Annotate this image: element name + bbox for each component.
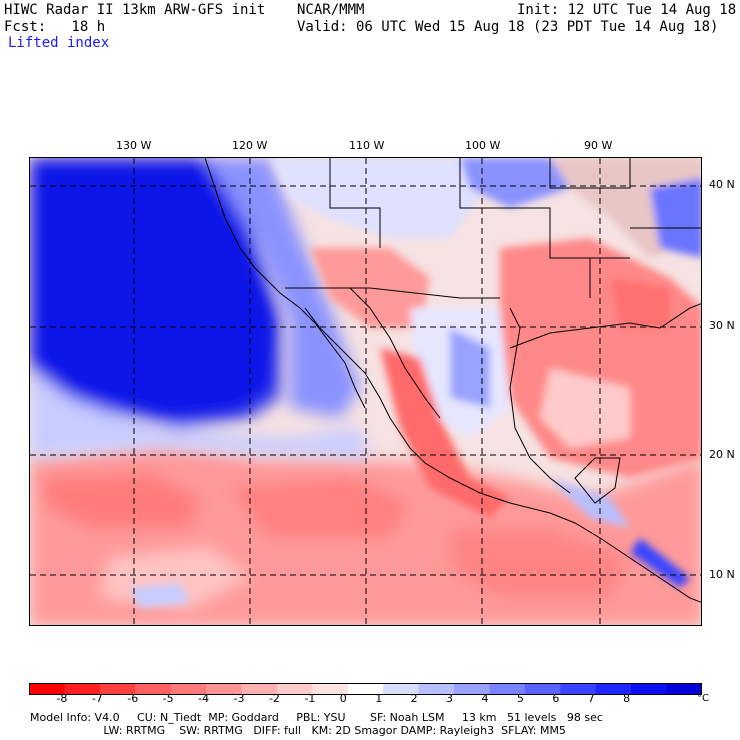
lon-label-90w: 90 W [584,139,613,152]
colorbar-swatch [631,683,668,695]
colorbar-swatch [312,683,349,695]
colorbar-swatch [418,683,455,695]
colorbar-tick-label: 2 [410,692,418,705]
colorbar-tick-label: -5 [162,692,174,705]
colorbar-swatch [170,683,207,695]
colorbar-swatch [383,683,420,695]
colorbar-unit: °C [697,693,709,704]
colorbar-tick-label: -2 [268,692,280,705]
field-name: Lifted index [8,35,110,51]
model-info-line-2: LW: RRTMG SW: RRTMG DIFF: full KM: 2D Sm… [30,724,566,737]
colorbar-tick-label: 0 [339,692,347,705]
colorbar-svg [29,683,703,695]
blue-field-pacific [30,158,370,458]
product-title: HIWC Radar II 13km ARW-GFS init [4,2,266,18]
colorbar-tick-label: -4 [198,692,210,705]
colorbar-tick-label: -1 [304,692,316,705]
lat-label-20n: 20 N [709,448,735,461]
colorbar [29,680,703,695]
lat-label-30n: 30 N [709,319,735,332]
colorbar-swatch [64,683,101,695]
colorbar-swatch [241,683,278,695]
colorbar-swatch [666,683,703,695]
colorbar-swatch [595,683,632,695]
colorbar-tick-label: 7 [587,692,595,705]
colorbar-swatch [347,683,384,695]
colorbar-swatch [560,683,597,695]
lon-label-100w: 100 W [465,139,501,152]
colorbar-tick-label: 3 [446,692,454,705]
colorbar-swatch [29,683,65,695]
model-info-line-1: Model Info: V4.0 CU: N_Tiedt MP: Goddard… [30,711,603,724]
colorbar-tick-label: 1 [375,692,383,705]
colorbar-swatch [99,683,136,695]
valid-time: Valid: 06 UTC Wed 15 Aug 18 (23 PDT Tue … [297,19,719,35]
lat-label-10n: 10 N [709,568,735,581]
colorbar-swatch [135,683,172,695]
lon-label-130w: 130 W [116,139,152,152]
colorbar-swatch [489,683,526,695]
source-label: NCAR/MMM [297,2,365,18]
colorbar-swatch [206,683,243,695]
colorbar-tick-labels: -8 -7 -6 -5 -4 -3 -2 -1 0 1 2 3 4 5 6 7 8 [29,692,719,706]
lat-lon-grid [30,158,701,625]
lon-label-110w: 110 W [349,139,385,152]
forecast-hour: Fcst: 18 h [4,19,106,35]
colorbar-swatch [454,683,490,695]
colorbar-swatch [276,683,313,695]
init-time: Init: 12 UTC Tue 14 Aug 18 [517,2,737,18]
lat-label-40n: 40 N [709,178,735,191]
lon-label-120w: 120 W [232,139,268,152]
colorbar-tick-label: 6 [552,692,560,705]
lifted-index-map [29,157,702,626]
map-svg [30,158,701,625]
colorbar-tick-label: 8 [623,692,631,705]
colorbar-tick-label: 4 [481,692,489,705]
colorbar-tick-label: -3 [233,692,245,705]
colorbar-border [29,683,702,695]
colorbar-tick-label: -7 [91,692,103,705]
colorbar-tick-label: 5 [516,692,524,705]
colorbar-swatch [524,683,561,695]
coastlines [204,158,701,603]
colorbar-tick-label: -6 [127,692,139,705]
colorbar-tick-label: -8 [56,692,68,705]
